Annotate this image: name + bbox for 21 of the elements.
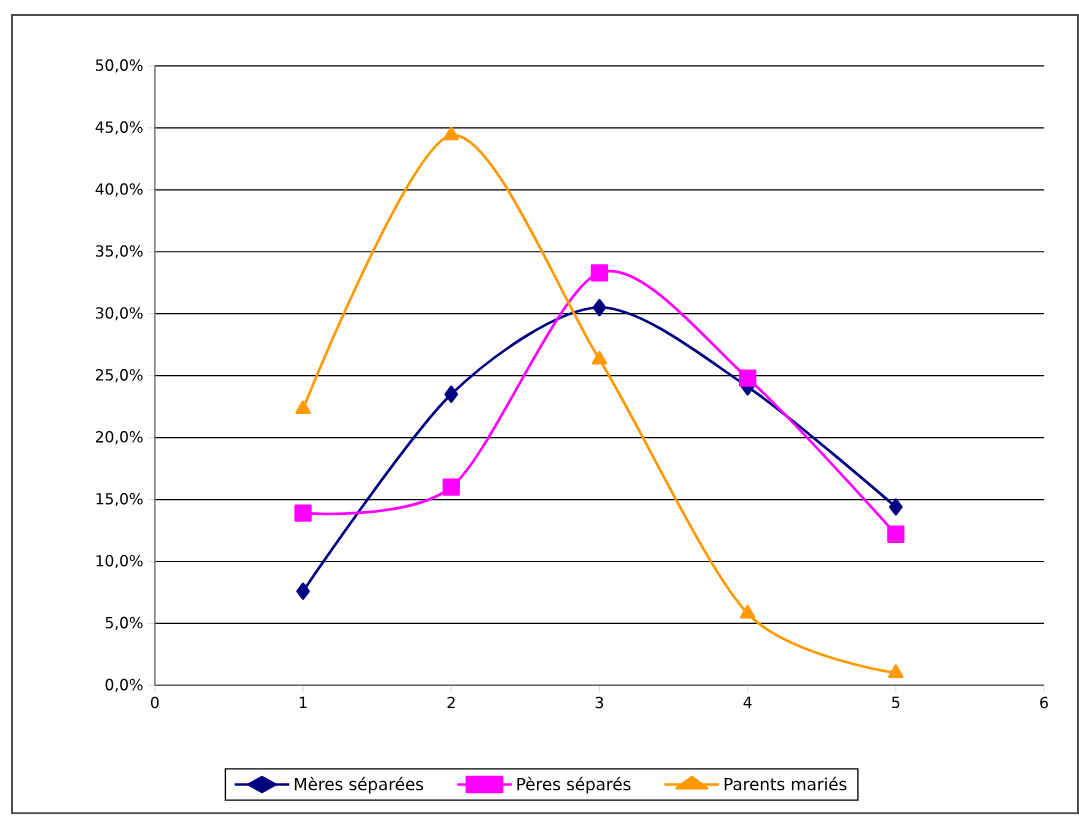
- y-tick-label: 40,0%: [95, 183, 143, 197]
- x-tick-label: 1: [299, 696, 307, 708]
- x-tick-label: 6: [1040, 696, 1048, 709]
- y-tick-label: 35,0%: [96, 245, 143, 259]
- y-tick-label: 5,0%: [105, 616, 143, 630]
- x-tick-label: 4: [743, 696, 752, 708]
- y-tick-label: 30,0%: [96, 307, 143, 321]
- x-tick-label: 2: [447, 696, 455, 708]
- x-tick-label: 5: [892, 696, 900, 708]
- y-tick-label: 50,0%: [96, 59, 143, 73]
- x-tick-label: 3: [595, 696, 604, 709]
- y-tick-label: 0,0%: [105, 678, 143, 692]
- legend-label: Pères séparés: [517, 776, 631, 794]
- y-tick-label: 15,0%: [96, 492, 143, 506]
- y-tick-label: 45,0%: [95, 121, 143, 135]
- legend-label: Parents mariés: [724, 776, 847, 791]
- legend-label: Mères séparées: [294, 776, 424, 794]
- y-tick-label: 20,0%: [95, 430, 143, 445]
- y-tick-label: 10,0%: [96, 554, 143, 568]
- x-tick-label: 0: [150, 696, 159, 709]
- y-tick-label: 25,0%: [95, 368, 143, 383]
